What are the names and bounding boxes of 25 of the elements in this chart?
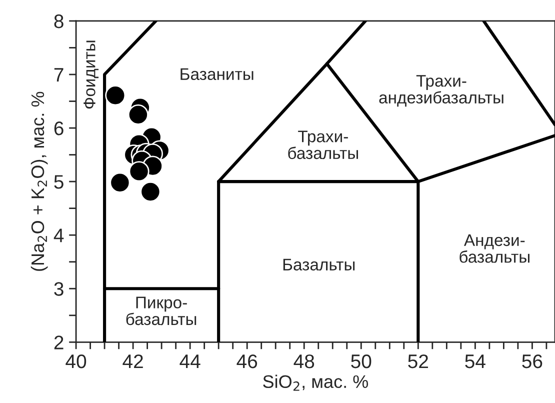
y-tick-label: 4 — [54, 228, 64, 242]
x-tick-label: 46 — [236, 354, 258, 368]
x-tick-label: 54 — [465, 354, 486, 368]
x-tick-label: 56 — [522, 354, 542, 368]
y-tick-label: 7 — [54, 68, 64, 82]
annotation: Базальты — [283, 258, 355, 270]
x-tick-label: 48 — [294, 354, 314, 368]
y-tick-label: 3 — [54, 282, 64, 296]
annotation: Андези- базальты — [460, 234, 530, 263]
annotation: Фоидиты — [84, 40, 99, 109]
annotation: Трахи- базальты — [288, 130, 358, 160]
x-tick-label: 42 — [122, 354, 143, 368]
annotation: Трахи- андезибазальты — [379, 75, 504, 107]
x-axis-title: SiO$_{2}$, мас. % — [263, 374, 368, 391]
y-tick-label: 2 — [54, 336, 64, 350]
x-tick-label: 52 — [408, 354, 428, 368]
annotation: Базаниты — [180, 68, 254, 80]
y-tick-label: 8 — [54, 14, 64, 28]
annotation: Пикро- базальты — [126, 296, 196, 326]
x-tick-label: 44 — [180, 354, 200, 368]
y-axis-title: (Na$_{2}$O + K$_{2}$O), мас. % — [30, 92, 48, 271]
x-tick-label: 40 — [66, 354, 86, 368]
y-tick-label: 5 — [54, 175, 64, 189]
y-tick-label: 6 — [54, 121, 64, 136]
x-tick-label: 50 — [351, 354, 372, 368]
